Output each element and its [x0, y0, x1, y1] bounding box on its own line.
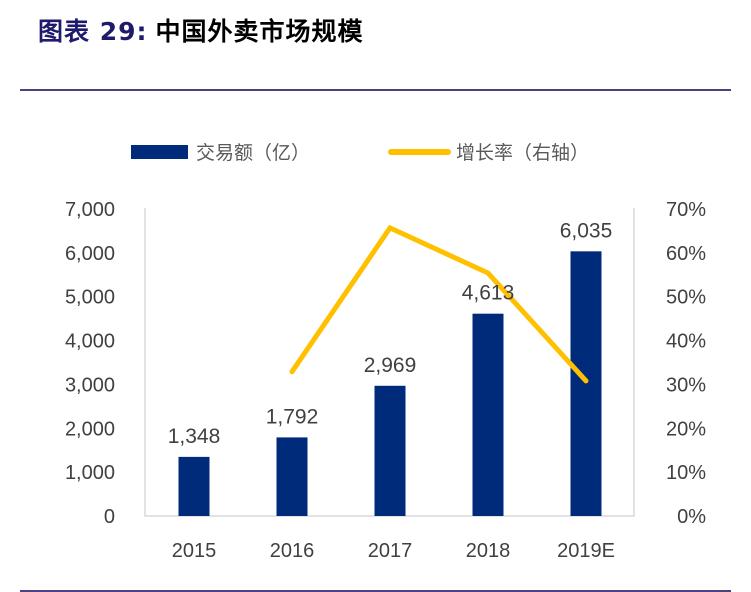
y-right-tick-label: 70%: [666, 199, 706, 221]
figure-title: 图表 29: 中国外卖市场规模: [38, 12, 364, 48]
y-left-tick-label: 3,000: [65, 374, 115, 396]
y-right-tick-label: 20%: [666, 418, 706, 440]
y-left-tick-label: 6,000: [65, 243, 115, 265]
y-right-tick-label: 40%: [666, 331, 706, 353]
y-right-tick-label: 30%: [666, 374, 706, 396]
legend-line-label: 增长率（右轴）: [456, 142, 589, 164]
x-tick-label: 2018: [466, 540, 511, 562]
top-divider: [20, 89, 731, 91]
y-right-tick-label: 0%: [677, 506, 706, 528]
figure-title-text: 中国外卖市场规模: [155, 17, 364, 46]
x-tick-label: 2019E: [557, 540, 615, 562]
y-left-tick-label: 2,000: [65, 418, 115, 440]
x-tick-label: 2015: [172, 540, 217, 562]
bar-2018: [472, 313, 504, 516]
y-right-tick-label: 10%: [666, 462, 706, 484]
y-left-tick-label: 1,000: [65, 462, 115, 484]
legend-bar-label: 交易额（亿）: [196, 142, 310, 164]
y-left-tick-label: 4,000: [65, 331, 115, 353]
legend-bar-swatch: [131, 145, 188, 159]
data-label-2017: 2,969: [364, 354, 417, 377]
y-left-tick-label: 7,000: [65, 199, 115, 221]
bar-2015: [178, 456, 210, 516]
data-label-2015: 1,348: [168, 425, 221, 448]
x-tick-label: 2017: [368, 540, 413, 562]
y-right-tick-label: 60%: [666, 243, 706, 265]
x-tick-label: 2016: [270, 540, 315, 562]
y-left-tick-label: 5,000: [65, 287, 115, 309]
legend: 交易额（亿） 增长率（右轴）: [131, 142, 589, 164]
data-label-2019E: 6,035: [560, 219, 613, 242]
figure-number: 图表 29:: [38, 17, 148, 46]
bar-2019E: [570, 251, 602, 516]
y-right-tick-label: 50%: [666, 287, 706, 309]
bottom-divider: [20, 590, 731, 592]
bar-2016: [276, 437, 308, 516]
data-label-2018: 4,613: [462, 282, 515, 305]
bar-2017: [374, 385, 406, 516]
y-left-tick-label: 0: [104, 506, 115, 528]
data-label-2016: 1,792: [266, 405, 319, 428]
growth-rate-line: [289, 224, 589, 384]
